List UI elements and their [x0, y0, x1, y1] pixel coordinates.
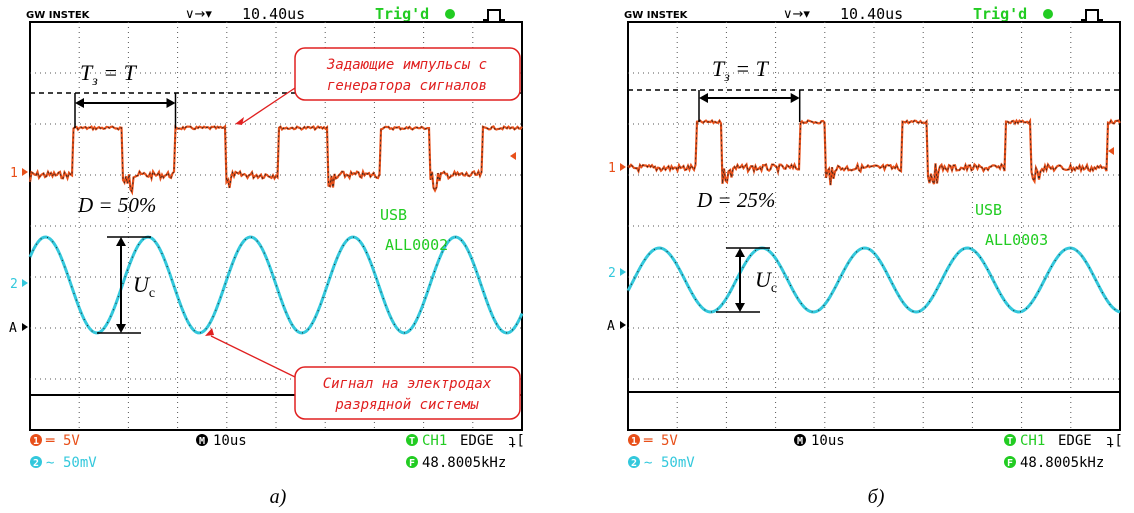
ch1-scale: 5V [661, 433, 678, 449]
brand: GW INSTEK [26, 10, 91, 21]
badge-text: T [409, 436, 415, 447]
page: Oscilloscope screenshots html,body{margi… [0, 0, 1134, 513]
horizontal-icon: ∨→▾ [783, 7, 810, 22]
trigger-arrow [620, 321, 626, 329]
body: {"panels":[ {"brand":"GW INSTEK","horizo… [0, 0, 1134, 513]
badge-text: T [1007, 436, 1013, 447]
ch2-coupling: ∼ [644, 455, 652, 471]
ch1-scale: 5V [63, 433, 80, 449]
ch1-marker: 1 [608, 161, 616, 176]
trig-mode: EDGE [460, 433, 494, 449]
usb-label: USB [380, 206, 407, 224]
period-label: Tз = T [80, 60, 138, 89]
trig-mode: EDGE [1058, 433, 1092, 449]
frequency: 48.8005kHz [1020, 455, 1104, 471]
time-scale: 10us [811, 433, 845, 449]
figure: GW INSTEK ∨→▾ 10.40us Trig'd 1 2 A Tз = T D = 50… [0, 0, 1134, 513]
trigger-marker: A [9, 321, 17, 336]
ch2-marker: 2 [10, 277, 18, 292]
trig-slope: ʇ[ [508, 433, 525, 449]
time-scale: 10us [213, 433, 247, 449]
ch2-scale: 50mV [661, 455, 695, 471]
ch2-arrow [22, 279, 28, 287]
duty-label: D = 25% [696, 188, 775, 212]
ch2-scale: 50mV [63, 455, 97, 471]
period-rest: = T [98, 60, 138, 85]
callout-text: Задающие импульсы с [326, 57, 487, 73]
trig-source: CH1 [422, 433, 447, 449]
ch2-coupling: ∼ [46, 455, 54, 471]
badge-text: 2 [631, 458, 637, 469]
callout-text: разрядной системы [334, 397, 479, 413]
pulse-icon [483, 10, 505, 20]
amp-subscript: c [149, 286, 155, 301]
badge-text: M [199, 436, 205, 447]
ch1-marker: 1 [10, 166, 18, 181]
trigger-status: Trig'd [973, 5, 1027, 23]
badge-text: F [1007, 458, 1013, 469]
trig-source: CH1 [1020, 433, 1045, 449]
caption: а) [270, 486, 287, 508]
file-label: ALL0003 [985, 231, 1048, 249]
ch1-arrow [620, 163, 626, 171]
trigger-dot [1043, 9, 1053, 19]
ch2-marker: 2 [608, 266, 616, 281]
trigger-arrow [22, 323, 28, 331]
callout-text: генератора сигналов [327, 78, 487, 94]
badge-text: M [797, 436, 803, 447]
brand: GW INSTEK [624, 10, 689, 21]
time-offset: 10.40us [242, 5, 305, 23]
badge-text: F [409, 458, 415, 469]
duty-label: D = 50% [77, 193, 156, 217]
usb-label: USB [975, 201, 1002, 219]
period-rest: = T [730, 56, 770, 81]
ch1-arrow [22, 168, 28, 176]
badge-text: 1 [33, 436, 39, 447]
trig-slope: ʇ[ [1106, 433, 1123, 449]
frequency: 48.8005kHz [422, 455, 506, 471]
badge-text: 1 [631, 436, 637, 447]
amp-subscript: c [771, 281, 777, 296]
ch1-coupling: ═ [643, 433, 653, 449]
time-offset: 10.40us [840, 5, 903, 23]
badge-text: 2 [33, 458, 39, 469]
trigger-dot [445, 9, 455, 19]
period-label: Tз = T [712, 56, 770, 85]
horizontal-icon: ∨→▾ [185, 7, 212, 22]
pulse-icon [1081, 10, 1103, 20]
trigger-status: Trig'd [375, 5, 429, 23]
file-label: ALL0002 [385, 236, 448, 254]
ch1-coupling: ═ [45, 433, 55, 449]
ch2-arrow [620, 268, 626, 276]
caption: б) [868, 486, 885, 508]
callout-text: Сигнал на электродах [323, 376, 492, 392]
trigger-marker: A [607, 319, 615, 334]
